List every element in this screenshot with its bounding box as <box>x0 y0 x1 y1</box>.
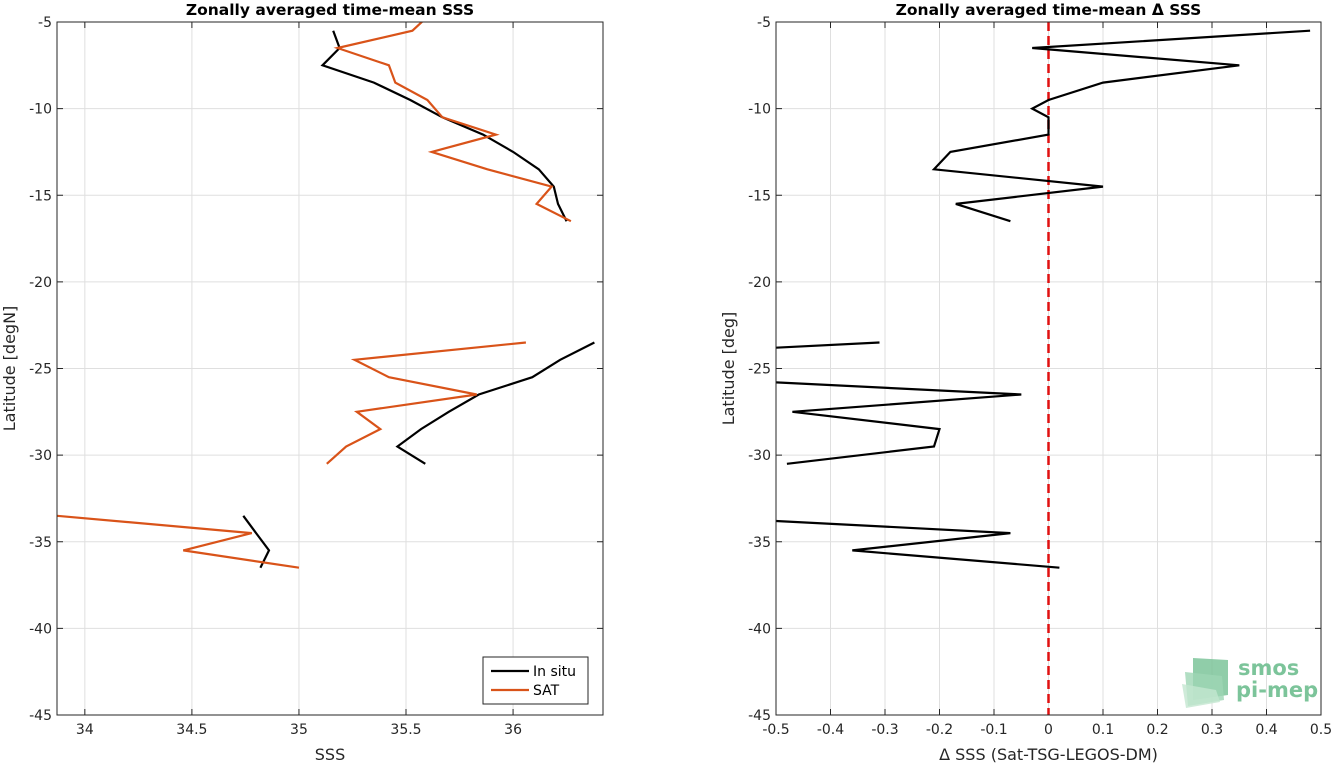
y-tick-label: -30 <box>29 448 52 464</box>
chart-title-sss: Zonally averaged time-mean SSS <box>186 1 474 19</box>
x-tick-label: 0.4 <box>1255 722 1277 738</box>
legend-label-sat: SAT <box>533 683 560 699</box>
y-tick-label: -30 <box>748 448 771 464</box>
y-tick-label: -35 <box>29 535 52 551</box>
legend-box <box>482 656 589 705</box>
x-tick-label: 0.1 <box>1092 722 1114 738</box>
smos-pimep-logo: smos pi-mep <box>1182 656 1318 708</box>
y-tick-label: -20 <box>748 275 771 291</box>
x-tick-label: 0.2 <box>1146 722 1168 738</box>
y-tick-label: -40 <box>29 621 52 637</box>
x-tick-label: 0.3 <box>1201 722 1223 738</box>
x-axis-label-sss: SSS <box>315 745 345 764</box>
x-tick-label: -0.1 <box>980 722 1007 738</box>
y-tick-label: -5 <box>757 15 771 31</box>
y-tick-label: -15 <box>748 188 771 204</box>
y-tick-label: -10 <box>748 102 771 118</box>
y-tick-label: -15 <box>29 188 52 204</box>
logo-text-smos: smos <box>1238 656 1299 680</box>
y-tick-label: -25 <box>748 362 771 378</box>
y-tick-label: -35 <box>748 535 771 551</box>
logo-wave-icon <box>1182 658 1228 708</box>
in-situ-series-segment-3 <box>242 515 271 569</box>
y-tick-label: -10 <box>29 102 52 118</box>
series-sss <box>57 22 595 569</box>
x-tick-label: 0.5 <box>1310 722 1332 738</box>
legend: In situ SAT <box>482 656 589 705</box>
legend-label-insitu: In situ <box>533 664 576 680</box>
y-tick-label: -40 <box>748 621 771 637</box>
x-tick-label: 0 <box>1044 722 1053 738</box>
delta-series-segment-3 <box>776 381 1022 465</box>
y-tick-label: -45 <box>29 708 52 724</box>
in-situ-series-segment-1 <box>320 30 568 222</box>
chart-title-delta: Zonally averaged time-mean Δ SSS <box>896 1 1202 19</box>
y-tick-label: -5 <box>38 15 52 31</box>
axes-frame-delta <box>775 21 1322 716</box>
axes-frame-sss <box>56 21 604 716</box>
x-tick-label: 35 <box>290 722 308 738</box>
panel-sss: 34 34.5 35 35.5 36 -45 -40 -35 -30 -25 -20 -15 -10 -5… <box>0 1 604 764</box>
panel-delta-sss: -0.5 -0.4 -0.3 -0.2 -0.1 0 0.1 0.2 0.3 0.4 0.5 -45 -… <box>719 1 1332 764</box>
series-delta <box>776 22 1311 715</box>
in-situ-series-segment-2 <box>395 341 595 465</box>
sat-series-segment-2 <box>326 341 527 465</box>
x-tick-label: -0.2 <box>926 722 953 738</box>
y-tick-label: -25 <box>29 362 52 378</box>
x-tick-label: -0.5 <box>762 722 789 738</box>
x-tick-label: -0.4 <box>817 722 844 738</box>
y-tick-label: -20 <box>29 275 52 291</box>
sat-series-segment-3 <box>57 514 300 569</box>
x-tick-label: 34 <box>76 722 94 738</box>
delta-series-segment-2 <box>776 341 880 349</box>
x-tick-label: 35.5 <box>390 722 421 738</box>
logo-text-pimep: pi-mep <box>1236 678 1318 702</box>
x-tick-label: -0.3 <box>871 722 898 738</box>
sat-series-segment-1 <box>333 22 572 223</box>
y-axis-label-sss: Latitude [degN] <box>0 306 19 432</box>
delta-series-segment-4 <box>776 519 1060 569</box>
delta-series-segment-1 <box>931 29 1311 223</box>
x-tick-label: 34.5 <box>176 722 207 738</box>
x-axis-label-delta: Δ SSS (Sat-TSG-LEGOS-DM) <box>939 745 1158 764</box>
x-tick-label: 36 <box>504 722 522 738</box>
y-tick-label: -45 <box>748 708 771 724</box>
ticks-sss: 34 34.5 35 35.5 36 -45 -40 -35 -30 -25 -20 -15 -10 -5 <box>29 15 603 738</box>
y-axis-label-delta: Latitude [deg] <box>719 312 738 426</box>
